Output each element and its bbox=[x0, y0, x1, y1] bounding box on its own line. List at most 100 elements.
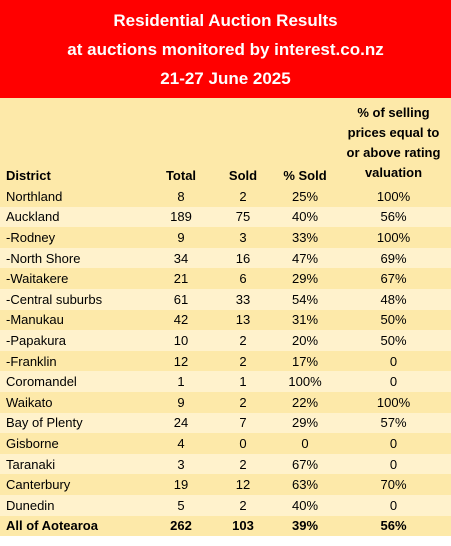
col-sold: Sold bbox=[228, 168, 258, 183]
cell-district: -Waitakere bbox=[6, 271, 69, 287]
table-row: Canterbury 19 12 63% 70% bbox=[0, 474, 451, 495]
cell-sold: 12 bbox=[235, 477, 251, 493]
cell-total: 9 bbox=[177, 229, 185, 245]
table-row: Coromandel 1 1 100% 0 bbox=[0, 371, 451, 392]
cell-pct-rating: 50% bbox=[380, 332, 407, 348]
cell-pct-sold: 29% bbox=[291, 415, 319, 431]
cell-pct-rating: 100% bbox=[376, 188, 411, 204]
title-banner: Residential Auction Results at auctions … bbox=[0, 0, 451, 98]
cell-district: Bay of Plenty bbox=[6, 415, 83, 431]
cell-pct-rating: 100% bbox=[376, 229, 411, 245]
table-row: -North Shore 34 16 47% 69% bbox=[0, 247, 451, 269]
cell-pct-rating: 100% bbox=[376, 394, 411, 410]
cell-pct-rating: 0 bbox=[389, 353, 398, 369]
cell-sold: 75 bbox=[235, 209, 251, 225]
table-row: Auckland 189 75 40% 56% bbox=[0, 206, 451, 228]
cell-pct-rating: 0 bbox=[389, 456, 398, 472]
cell-pct-rating: 69% bbox=[380, 250, 407, 266]
cell-pct-rating: 57% bbox=[380, 415, 407, 431]
cell-district: Gisborne bbox=[6, 435, 59, 451]
col-pct-rating-line-3: or above rating bbox=[346, 145, 441, 160]
cell-sold: 2 bbox=[239, 497, 247, 513]
col-pct-sold: % Sold bbox=[283, 168, 327, 183]
table-row: Gisborne 4 0 0 0 bbox=[0, 433, 451, 454]
cell-pct-rating: 0 bbox=[389, 497, 398, 513]
cell-total: 19 bbox=[173, 477, 189, 493]
table-row: -Papakura 10 2 20% 50% bbox=[0, 330, 451, 351]
col-pct-rating: % of selling prices equal to or above ra… bbox=[336, 98, 451, 186]
cell-district: -North Shore bbox=[6, 250, 81, 266]
table-row: -Waitakere 21 6 29% 67% bbox=[0, 268, 451, 289]
cell-sold: 2 bbox=[239, 188, 247, 204]
cell-sold: 3 bbox=[239, 229, 247, 245]
table-row: Dunedin 5 2 40% 0 bbox=[0, 494, 451, 516]
cell-sold: 6 bbox=[239, 271, 247, 287]
cell-district: Northland bbox=[6, 188, 63, 204]
cell-sold: 7 bbox=[239, 415, 247, 431]
table-row: Bay of Plenty 24 7 29% 57% bbox=[0, 412, 451, 434]
cell-pct-rating: 70% bbox=[380, 477, 407, 493]
cell-pct-rating: 0 bbox=[389, 435, 398, 451]
cell-total: 9 bbox=[177, 394, 185, 410]
cell-total: 3 bbox=[177, 456, 185, 472]
cell-sold: 2 bbox=[239, 332, 247, 348]
cell-total: 5 bbox=[177, 497, 185, 513]
cell-pct-sold: 54% bbox=[291, 291, 319, 307]
cell-pct-sold: 40% bbox=[291, 209, 319, 225]
header-row: District Total Sold % Sold % of selling … bbox=[0, 98, 451, 186]
cell-pct-sold: 67% bbox=[291, 456, 319, 472]
cell-total: 4 bbox=[177, 435, 185, 451]
cell-pct-rating: 67% bbox=[380, 271, 407, 287]
cell-total: 10 bbox=[173, 332, 189, 348]
cell-pct-rating: 50% bbox=[380, 312, 407, 328]
cell-pct-rating: 0 bbox=[389, 374, 398, 390]
cell-total: 12 bbox=[173, 353, 189, 369]
table-row: -Rodney 9 3 33% 100% bbox=[0, 227, 451, 248]
col-total: Total bbox=[165, 168, 197, 183]
cell-total: 24 bbox=[173, 415, 189, 431]
table-row: -Manukau 42 13 31% 50% bbox=[0, 309, 451, 331]
cell-pct-sold: 20% bbox=[291, 332, 319, 348]
col-pct-rating-line-4: valuation bbox=[364, 165, 423, 180]
cell-total: 21 bbox=[173, 271, 189, 287]
title-line-2: at auctions monitored by interest.co.nz bbox=[67, 40, 384, 59]
cell-district: -Manukau bbox=[6, 312, 64, 328]
cell-pct-sold: 17% bbox=[291, 353, 319, 369]
cell-total: 189 bbox=[170, 209, 192, 225]
col-district: District bbox=[6, 168, 51, 183]
cell-total: 8 bbox=[177, 188, 185, 204]
table-row: Waikato 9 2 22% 100% bbox=[0, 391, 451, 413]
total-sold: 103 bbox=[232, 518, 254, 534]
results-table: District Total Sold % Sold % of selling … bbox=[0, 98, 451, 537]
cell-district: Coromandel bbox=[6, 374, 77, 390]
cell-pct-sold: 22% bbox=[291, 394, 319, 410]
cell-sold: 0 bbox=[239, 435, 247, 451]
cell-sold: 2 bbox=[239, 394, 247, 410]
total-pct-rating: 56% bbox=[380, 518, 407, 534]
cell-district: -Franklin bbox=[6, 353, 57, 369]
cell-district: Waikato bbox=[6, 394, 53, 410]
cell-pct-sold: 40% bbox=[291, 497, 319, 513]
cell-sold: 2 bbox=[239, 456, 247, 472]
table-row: -Central suburbs 61 33 54% 48% bbox=[0, 288, 451, 310]
cell-sold: 2 bbox=[239, 353, 247, 369]
table-row: Northland 8 2 25% 100% bbox=[0, 186, 451, 207]
col-pct-rating-line-2: prices equal to bbox=[347, 125, 440, 140]
total-row: All of Aotearoa 262 103 39% 56% bbox=[0, 515, 451, 537]
table-row: Taranaki 3 2 67% 0 bbox=[0, 453, 451, 475]
cell-pct-sold: 47% bbox=[291, 250, 319, 266]
cell-total: 34 bbox=[173, 250, 189, 266]
cell-pct-sold: 63% bbox=[291, 477, 319, 493]
cell-pct-sold: 33% bbox=[291, 229, 319, 245]
cell-pct-sold: 29% bbox=[291, 271, 319, 287]
cell-total: 1 bbox=[177, 374, 185, 390]
col-pct-rating-line-1: % of selling bbox=[357, 105, 430, 120]
cell-pct-sold: 31% bbox=[291, 312, 319, 328]
cell-district: Canterbury bbox=[6, 477, 71, 493]
cell-district: Taranaki bbox=[6, 456, 56, 472]
cell-total: 42 bbox=[173, 312, 189, 328]
table-row: -Franklin 12 2 17% 0 bbox=[0, 350, 451, 372]
cell-sold: 1 bbox=[239, 374, 247, 390]
total-district: All of Aotearoa bbox=[6, 518, 98, 534]
